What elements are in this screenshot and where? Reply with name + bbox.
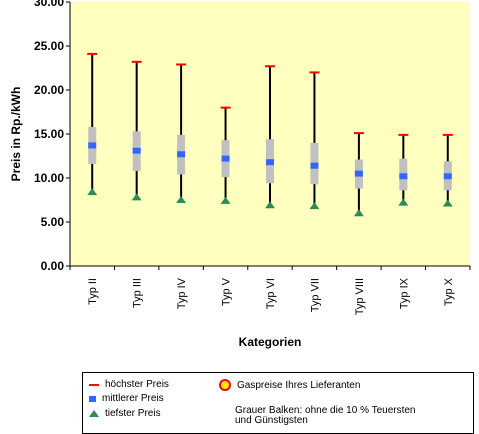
legend-note: Grauer Balken: ohne die 10 % Teuersten u… <box>235 405 416 426</box>
x-category-label: Typ IV <box>176 277 188 309</box>
x-category-label: Typ III <box>132 278 144 308</box>
y-tick-label: 20.00 <box>34 83 64 97</box>
x-category-label: Typ VIII <box>354 278 366 315</box>
mean-price-mark <box>266 159 274 166</box>
y-axis-title: Preis in Rp./kWh <box>9 87 23 182</box>
min-price-mark <box>442 199 453 207</box>
mean-price-mark <box>177 151 186 158</box>
min-price-mark <box>176 196 187 203</box>
x-category-label: Typ VII <box>309 278 321 312</box>
x-category-label: Typ II <box>87 278 99 305</box>
min-price-mark <box>265 201 275 209</box>
mean-price-mark <box>88 142 97 149</box>
y-tick-label: 15.00 <box>34 127 64 141</box>
mean-price-mark <box>221 155 230 162</box>
blue-square-icon <box>89 395 96 402</box>
min-price-mark <box>87 188 98 196</box>
x-category-label: Typ IX <box>398 277 410 309</box>
legend-item-high: höchster Preis <box>89 379 169 390</box>
legend-item-mid: mittlerer Preis <box>89 393 164 404</box>
y-tick-label: 25.00 <box>34 39 64 53</box>
mean-price-mark <box>132 147 141 154</box>
y-tick-label: 10.00 <box>34 171 64 185</box>
legend-item-low: tiefster Preis <box>89 408 161 419</box>
red-dash-icon <box>89 383 99 386</box>
legend: höchster Preis mittlerer Preis tiefster … <box>82 372 474 434</box>
mean-price-mark <box>310 162 319 169</box>
legend-item-gas: Gaspreise Ihres Lieferanten <box>219 379 360 391</box>
min-price-mark <box>220 196 231 204</box>
mean-price-mark <box>354 170 363 177</box>
x-category-label: Typ VI <box>265 278 277 309</box>
min-price-mark <box>309 202 320 210</box>
yellow-circle-icon <box>219 379 231 391</box>
y-tick-label: 30.00 <box>34 0 64 9</box>
x-category-label: Typ X <box>443 277 455 306</box>
y-tick-label: 5.00 <box>41 215 65 229</box>
x-category-label: Typ V <box>221 277 233 306</box>
y-tick-label: 0.00 <box>41 259 65 273</box>
min-price-mark <box>353 209 364 217</box>
green-triangle-icon <box>89 410 99 417</box>
price-range-chart: 0.00 5.00 10.00 15.00 20.00 25.00 30.00 Typ II… <box>9 0 471 349</box>
x-axis-title: Kategorien <box>239 335 302 349</box>
mean-price-mark <box>399 173 408 180</box>
min-price-mark <box>398 198 409 206</box>
mean-price-mark <box>443 173 452 180</box>
min-price-mark <box>131 193 142 201</box>
